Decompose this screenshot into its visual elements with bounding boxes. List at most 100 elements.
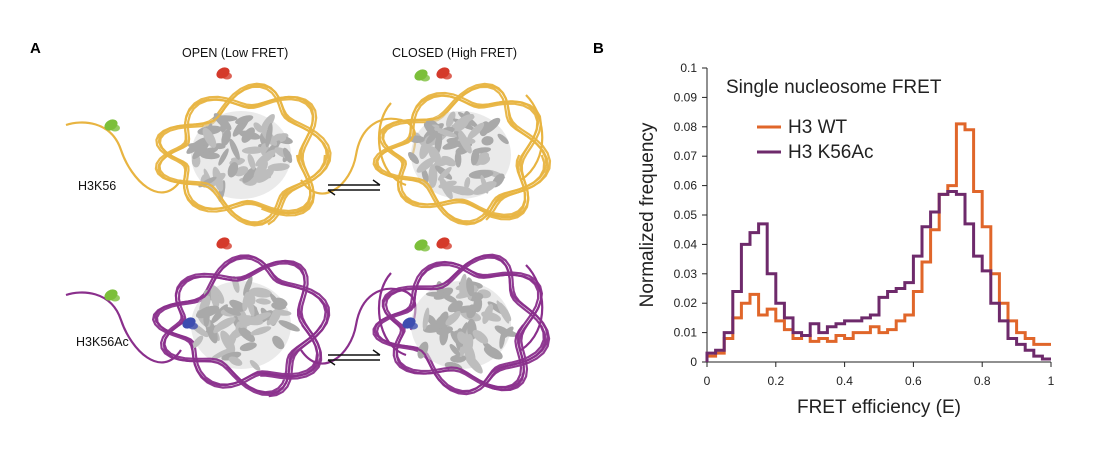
histone-helix bbox=[227, 162, 239, 178]
row2-closed-acceptor-dye bbox=[436, 237, 452, 250]
histone-helix bbox=[447, 300, 463, 313]
series-k56ac-line bbox=[705, 189, 1051, 362]
dye-lobe bbox=[442, 72, 452, 80]
dna-tail-left bbox=[65, 121, 182, 194]
histone-helix bbox=[253, 122, 263, 133]
histone-helix bbox=[249, 287, 273, 298]
histone-helix bbox=[250, 326, 272, 336]
histone-helix bbox=[228, 356, 243, 366]
y-tick-label: 0.02 bbox=[674, 296, 698, 310]
row1-closed-donor-dye bbox=[414, 69, 430, 82]
histone-helix bbox=[255, 298, 271, 305]
histone-helix bbox=[200, 151, 220, 160]
dye-lobe bbox=[420, 244, 430, 252]
histone-helix bbox=[477, 155, 491, 165]
histone-helix bbox=[273, 133, 287, 143]
x-tick-label: 0.8 bbox=[974, 374, 991, 388]
row1-open-acceptor-dye bbox=[216, 67, 232, 80]
histone-helix bbox=[282, 147, 293, 163]
row2-open-histone-octamer bbox=[190, 275, 300, 371]
histone-helix bbox=[426, 314, 437, 327]
histone-helix bbox=[408, 151, 419, 164]
row2-closed-dna-front bbox=[373, 253, 551, 394]
row2-equilibrium-arrows bbox=[327, 349, 381, 366]
reverse-arrow bbox=[327, 359, 380, 366]
row1-label: H3K56 bbox=[78, 179, 117, 193]
histone-helix bbox=[468, 169, 494, 179]
histone-helix bbox=[210, 304, 228, 324]
y-tick-label: 0.1 bbox=[680, 61, 697, 75]
histone-helix bbox=[434, 127, 457, 138]
dna-wrap bbox=[154, 255, 329, 397]
dye-lobe bbox=[188, 322, 198, 330]
histone-helix bbox=[255, 168, 274, 183]
series-wt-line bbox=[705, 122, 1051, 362]
row1-closed-histone-octamer bbox=[408, 111, 511, 200]
histone-helix bbox=[466, 277, 475, 297]
panel-b-letter: B bbox=[593, 40, 604, 57]
row1-open-dna-front bbox=[154, 84, 330, 227]
histone-helix bbox=[272, 335, 285, 350]
histone-helix bbox=[267, 163, 290, 171]
histone-helix bbox=[223, 306, 241, 316]
open-state-label: OPEN (Low FRET) bbox=[182, 46, 289, 60]
row1-open-donor-dye bbox=[104, 119, 120, 132]
histone-helix bbox=[247, 296, 255, 317]
row1-closed-acceptor-dye bbox=[436, 67, 452, 80]
histone-helix bbox=[449, 344, 461, 357]
dye-lobe bbox=[222, 242, 232, 250]
histone-helix bbox=[260, 113, 275, 132]
legend-label: H3 K56Ac bbox=[788, 142, 874, 163]
histone-helix bbox=[218, 148, 229, 166]
closed-state-label: CLOSED (High FRET) bbox=[392, 46, 518, 60]
histone-helix bbox=[483, 346, 503, 360]
dna-wrap bbox=[373, 253, 551, 394]
histone-helix bbox=[498, 302, 512, 322]
row2-closed-dna-tails bbox=[377, 264, 544, 357]
histone-helix bbox=[213, 319, 228, 334]
row1-equilibrium-arrows bbox=[327, 179, 381, 196]
chart-series bbox=[705, 122, 1051, 362]
x-tick-label: 0 bbox=[704, 374, 711, 388]
histone-helix bbox=[195, 305, 220, 319]
x-axis-label: FRET efficiency (E) bbox=[797, 397, 961, 418]
row1-open-dna-tails bbox=[65, 117, 417, 195]
dna-tail-right bbox=[300, 117, 417, 195]
histone-helix bbox=[454, 150, 462, 168]
row2-open-acceptor-dye bbox=[216, 237, 232, 250]
dye-lobe bbox=[110, 294, 120, 302]
dna-tail-left bbox=[377, 272, 407, 357]
histone-helix bbox=[265, 122, 273, 148]
row2-closed-histone-octamer bbox=[411, 273, 518, 374]
histone-helix bbox=[425, 291, 447, 297]
histone-helix bbox=[457, 331, 468, 345]
dna-tail-left bbox=[65, 291, 182, 364]
dna-wrap bbox=[154, 84, 330, 227]
row2-closed-acetyl-mark bbox=[402, 317, 418, 330]
histone-helix bbox=[472, 329, 489, 344]
y-tick-label: 0.04 bbox=[674, 237, 698, 251]
histone-helix bbox=[242, 167, 257, 183]
histone-helix bbox=[464, 177, 471, 190]
chart-axes: 0 0.2 0.4 0.6 0.8 1 0 0.01 0.02 0.03 0.04 0.05 0.06 0… bbox=[674, 61, 1055, 388]
histone-helix bbox=[452, 113, 474, 129]
histone-helix bbox=[241, 127, 255, 143]
row2-label: H3K56Ac bbox=[76, 335, 129, 349]
histone-helix bbox=[229, 299, 244, 312]
row1-closed-dna-tails bbox=[377, 94, 544, 187]
histone-helix bbox=[221, 129, 232, 146]
histone-helix bbox=[467, 122, 485, 140]
histone-helix bbox=[210, 286, 220, 309]
row2-closed-donor-dye bbox=[414, 239, 430, 252]
row2-open-acetyl-mark bbox=[182, 317, 198, 330]
nucleosome-illustration bbox=[65, 67, 552, 398]
forward-arrow bbox=[328, 349, 381, 356]
dna-wrap bbox=[372, 84, 550, 226]
histone-helix bbox=[273, 309, 292, 316]
histone-helix bbox=[422, 307, 430, 330]
histone-helix bbox=[439, 325, 449, 346]
histone-helix bbox=[472, 181, 497, 195]
legend-label: H3 WT bbox=[788, 117, 848, 138]
histone-helix bbox=[441, 155, 456, 167]
